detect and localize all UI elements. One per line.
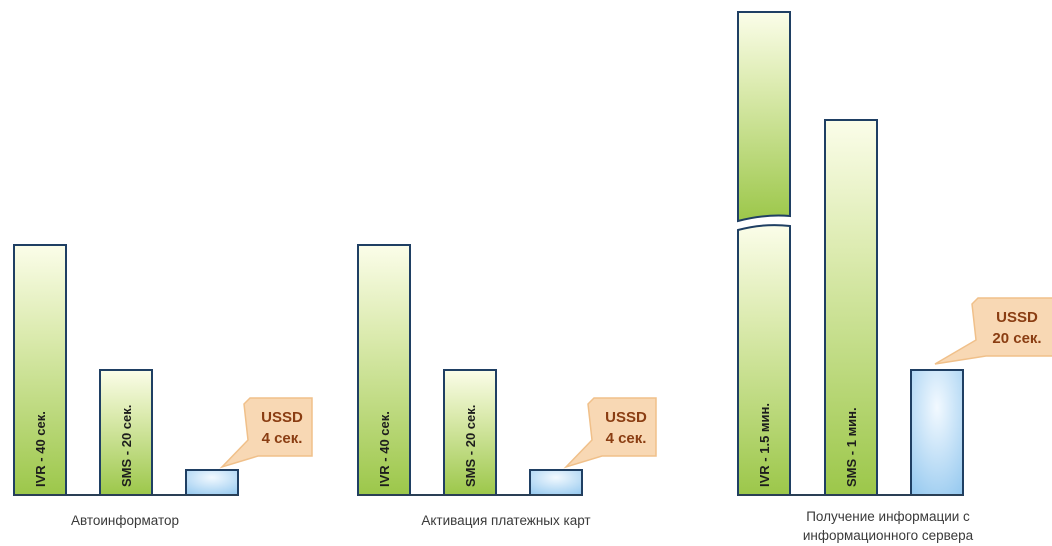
bar [357,244,411,496]
bar-label: IVR - 40 сек. [377,411,392,487]
callout-box [219,397,313,469]
bar-group: IVR - 1.5 мин. SMS - 1 мин. USSD 20 сек. Пол… [737,11,1052,543]
bar-break-top [737,11,791,223]
callout-text: USSD [605,409,647,426]
bar-label: SMS - 20 сек. [463,405,478,487]
callout-text: 4 сек. [262,430,303,447]
bar [13,244,67,496]
bar [99,369,153,496]
group-label: Автоинформатор [71,513,179,528]
group-label: Активация платежных карт [421,513,590,528]
bar [443,369,497,496]
bar [529,469,583,496]
bar-group: IVR - 40 сек. SMS - 20 сек. USSD 4 сек. Акти… [357,244,657,528]
bar-label: SMS - 20 сек. [119,405,134,487]
callout: USSD 20 сек. [934,297,1052,365]
group-label: информационного сервера [803,528,974,543]
group-label: Получение информации с [806,509,970,524]
callout-text: 20 сек. [992,330,1041,347]
bar-label: SMS - 1 мин. [844,407,859,487]
callout-text: 4 сек. [606,430,647,447]
callout-text: USSD [261,409,303,426]
bar [910,369,964,496]
bar [185,469,239,496]
bar [737,224,791,496]
bar-label: IVR - 1.5 мин. [757,403,772,487]
bar [824,119,878,496]
callout-text: USSD [996,309,1038,326]
callout: USSD 4 сек. [563,397,657,469]
callout-box [934,297,1052,365]
callout: USSD 4 сек. [219,397,313,469]
callout-box [563,397,657,469]
bar-group: IVR - 40 сек. SMS - 20 сек. USSD 4 сек. Авто… [13,244,313,528]
bar-label: IVR - 40 сек. [33,411,48,487]
